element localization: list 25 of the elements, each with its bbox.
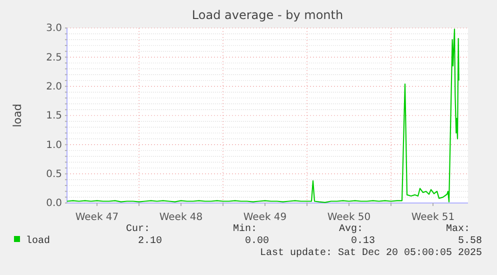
text: 5.58 [458,236,482,247]
text: Max: [446,224,470,235]
x-tick-label: Week 50 [327,212,371,223]
text: Last update: Sat Dec 20 05:00:05 2025 [260,247,482,259]
y-tick-label: 1.5 [46,110,62,122]
text: Cur: [126,224,150,235]
text: Min: [232,223,257,235]
text: 0.00 [244,236,269,247]
y-tick-label: 2.5 [46,52,62,64]
x-tick-label: Week 51 [411,212,455,223]
text: Avg: [338,224,363,235]
x-tick-label: Week 49 [243,212,287,223]
text: 0.13 [350,236,375,247]
chart-title: Load average - by month [192,8,344,22]
text: 2.10 [138,236,162,247]
y-tick-label: 2.0 [46,82,62,93]
x-tick-label: Week 48 [159,212,203,223]
y-tick-label: 0.0 [46,198,62,210]
x-tick-label: Week 47 [75,212,119,223]
legend-label: load [26,235,50,247]
y-axis-title: load [11,104,24,128]
y-tick-label: 1.0 [46,140,62,151]
y-tick-label: 3.0 [46,23,62,34]
y-tick-label: 0.5 [46,169,62,180]
line-series [66,28,460,203]
